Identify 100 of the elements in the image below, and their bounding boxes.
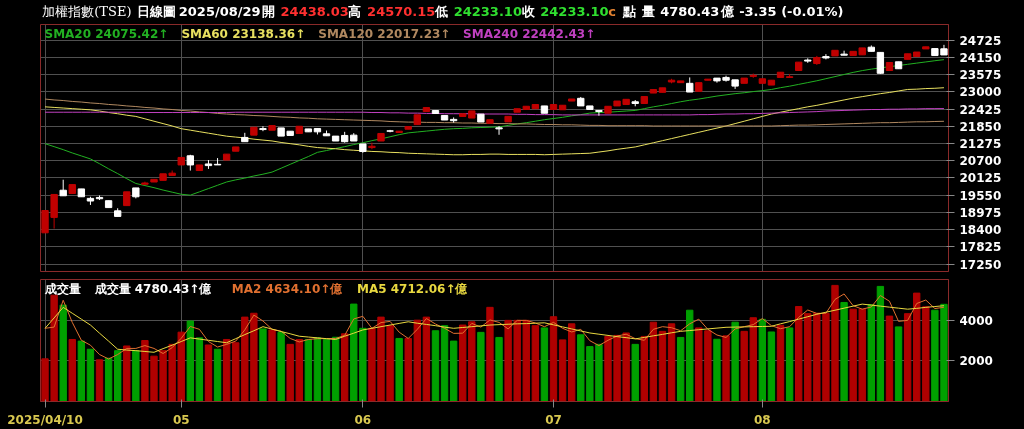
bar [549,316,558,402]
text: 億 [719,4,735,19]
line-series [44,98,945,127]
y-tick-label: 20700 [959,154,1002,169]
bar [840,301,848,402]
bar [758,318,767,402]
bar [486,306,494,402]
bar [104,357,113,402]
bar [68,338,76,402]
bar [649,321,658,402]
candlestick [595,109,603,117]
text: 24570.15 [367,4,436,19]
bar [195,337,204,402]
text: 低 [434,4,449,19]
bar [658,330,667,402]
text: SMA20 24075.42↑ [44,26,169,41]
bar [531,325,540,402]
x-tick-label: 2025/04/10 [7,412,83,427]
line-series [44,293,945,360]
text: 點 [621,4,636,19]
line-series [44,303,945,353]
bar [885,315,894,402]
y-tick-label: 22425 [959,102,1002,117]
bar [114,350,122,402]
bar [686,309,694,402]
y-tick-label: 21275 [959,137,1002,152]
bar [331,336,340,402]
bar [667,323,676,402]
bar [222,338,231,402]
bar [731,321,739,402]
text: SMA240 22442.43↑ [463,26,596,41]
chart-title: 加權指數(TSE) [42,4,132,19]
x-tick-label: 08 [754,412,771,427]
annotation: 成交量 4780.43↑億 [93,281,213,296]
text: 4780.43 [660,4,720,19]
y-tick-label: 18975 [959,205,1002,220]
text: 24233.10 [453,4,522,19]
text: SMA120 22017.23↑ [318,26,451,41]
bar [123,345,131,402]
bar [540,327,549,402]
bar [876,285,885,402]
y-tick-label: 17825 [959,240,1002,255]
bar [568,323,576,402]
bar [867,304,875,402]
text: 開 [261,4,275,19]
bar [767,331,776,402]
text: 24233.10 [540,4,609,19]
text: 日線圖 [137,4,177,19]
candlestick [368,142,376,150]
line-series [44,59,945,196]
y-tick-label: 23575 [959,68,1002,83]
bar [322,338,331,402]
x-tick-label: 05 [172,412,190,427]
bar [431,330,440,402]
bar [903,313,912,402]
bar [422,316,431,402]
line-series [44,87,945,156]
bar [477,331,485,402]
bar [558,339,567,402]
bar [59,304,67,402]
bar [313,337,322,402]
bar [776,324,785,402]
y-tick-label: 21850 [959,119,1002,134]
bar [341,333,349,402]
candlestick [259,125,267,132]
bar [495,336,503,402]
text: MA5 4712.06↑億 [356,281,469,296]
y-tick-label: 18400 [959,223,1002,238]
bar [132,350,140,402]
text: 高 [348,4,362,19]
bar [395,337,403,402]
x-tick-label: 07 [545,412,562,427]
candlestick [840,50,848,56]
bar [277,331,285,402]
chart-title: 成交量 [43,281,81,296]
bar [631,343,639,402]
bar [86,348,95,402]
y-tick-label: 24150 [959,50,1002,65]
text: 收 [521,4,536,19]
text: MA2 4634.10↑億 [231,281,344,296]
bar [722,335,730,402]
line-series [44,108,945,116]
y-tick-label: 24725 [959,33,1002,48]
y-tick-label: 17250 [959,257,1002,272]
y-tick-label: 2000 [959,354,993,369]
bar [95,359,104,402]
bar [213,348,222,402]
text: 24438.03 [280,4,349,19]
y-tick-label: 4000 [959,313,993,328]
bar [449,340,458,402]
bar [259,328,267,402]
bar [440,325,449,402]
bar [204,344,213,402]
bar [640,335,648,402]
text: -3.35 (-0.01%) [739,4,844,19]
text: SMA60 23138.36↑ [181,26,306,41]
y-tick-label: 20125 [959,171,1002,186]
bar [785,327,794,402]
y-tick-label: 19550 [959,188,1002,203]
text: 量 [640,4,655,19]
